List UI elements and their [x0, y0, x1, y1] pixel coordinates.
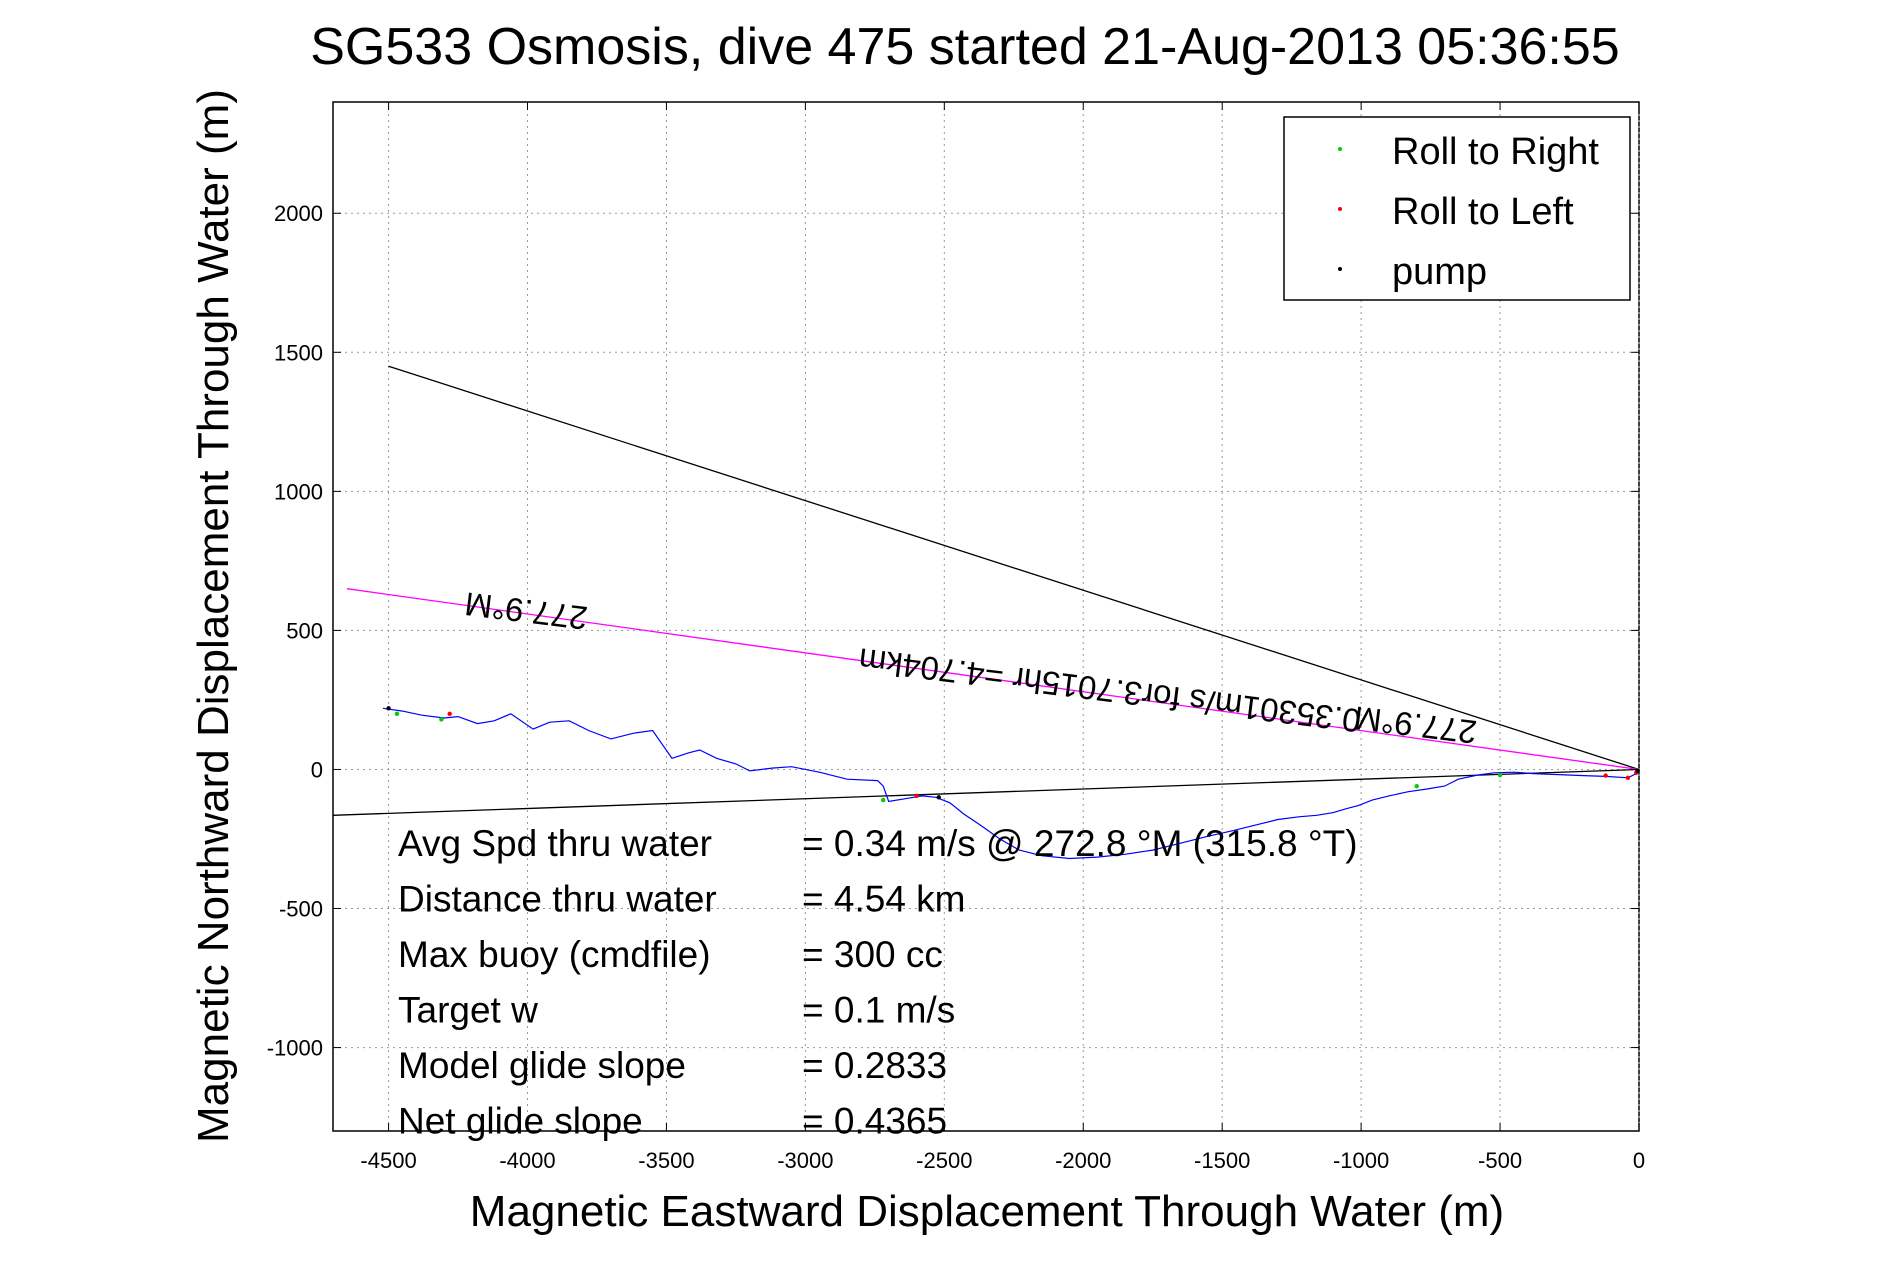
stat-value: = 0.34 m/s @ 272.8 °M (315.8 °T) [802, 823, 1358, 864]
legend-marker [1338, 147, 1342, 151]
legend-label: pump [1392, 251, 1487, 293]
stat-value: = 4.54 km [802, 879, 966, 920]
stats-block: Avg Spd thru water = 0.34 m/s @ 272.8 °M … [398, 823, 1358, 1142]
y-axis-label: Magnetic Northward Displacement Through … [189, 89, 238, 1143]
y-tick-label: 2000 [274, 201, 323, 226]
y-tick-label: -1000 [267, 1036, 323, 1061]
stat-label: Net glide slope [398, 1101, 643, 1142]
legend-label: Roll to Left [1392, 191, 1574, 233]
x-tick-label: -4500 [360, 1148, 416, 1173]
x-tick-label: -3000 [777, 1148, 833, 1173]
x-tick-label: -1500 [1194, 1148, 1250, 1173]
x-axis-label: Magnetic Eastward Displacement Through W… [470, 1187, 1504, 1236]
x-tick-label: 0 [1633, 1148, 1645, 1173]
legend-marker [1338, 207, 1342, 211]
y-tick-label: -500 [279, 897, 323, 922]
marker-point [1497, 772, 1503, 778]
marker-point [1414, 783, 1419, 789]
reference-line [346, 588, 1640, 771]
y-axis-ticks: -1000 -500 0 500 1000 1500 2000 [267, 201, 1639, 1061]
marker-point [880, 797, 886, 803]
marker-point [1603, 773, 1608, 778]
marker-point [439, 717, 444, 722]
stat-value: = 0.4365 [802, 1101, 947, 1142]
legend-marker [1338, 267, 1342, 271]
legend-label: Roll to Right [1392, 131, 1599, 173]
x-tick-label: -1000 [1333, 1148, 1389, 1173]
grid-lines [333, 102, 1640, 1131]
stat-label: Distance thru water [398, 879, 717, 920]
legend: Roll to Right Roll to Left pump [1283, 116, 1631, 301]
stat-value: = 300 cc [802, 934, 943, 975]
marker-point [914, 793, 919, 799]
reference-line [332, 768, 1640, 816]
stat-value: = 0.1 m/s [802, 990, 955, 1031]
x-tick-label: -3500 [638, 1148, 694, 1173]
stat-label: Target w [398, 990, 538, 1031]
reference-line [388, 365, 1640, 771]
y-tick-label: 1500 [274, 340, 323, 365]
data-series [382, 706, 1640, 860]
marker-point [386, 706, 391, 711]
x-axis-ticks: -4500 -4000 -3500 -3000 -2500 -2000 -1500 -1000… [360, 102, 1645, 1173]
marker-point [394, 711, 400, 717]
marker-point [447, 711, 452, 717]
x-tick-label: -500 [1478, 1148, 1522, 1173]
stat-label: Avg Spd thru water [398, 823, 712, 864]
marker-point [1625, 775, 1631, 781]
stat-label: Model glide slope [398, 1045, 686, 1086]
x-tick-label: -4000 [499, 1148, 555, 1173]
marker-point [936, 795, 941, 800]
y-tick-label: 500 [286, 618, 323, 643]
y-tick-label: 0 [311, 757, 323, 782]
x-tick-label: -2000 [1055, 1148, 1111, 1173]
x-tick-label: -2500 [916, 1148, 972, 1173]
chart-title: SG533 Osmosis, dive 475 started 21-Aug-2… [310, 18, 1619, 76]
stat-label: Max buoy (cmdfile) [398, 934, 711, 975]
reference-lines [332, 365, 1640, 816]
track-line [382, 707, 1640, 860]
y-tick-label: 1000 [274, 479, 323, 504]
stat-value: = 0.2833 [802, 1045, 947, 1086]
